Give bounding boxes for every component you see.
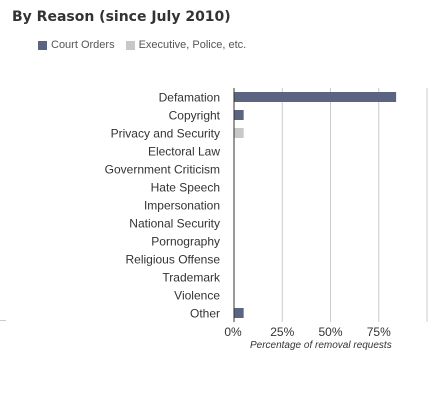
category-label: Violence [174, 289, 220, 303]
category-label: Privacy and Security [111, 127, 220, 141]
category-label: Copyright [169, 109, 221, 123]
category-label: Electoral Law [148, 145, 220, 159]
category-label: Defamation [159, 91, 220, 105]
bar [234, 110, 244, 120]
chart-title: By Reason (since July 2010) [12, 9, 231, 25]
category-label: Impersonation [144, 199, 220, 213]
legend: Court Orders Executive, Police, etc. [38, 39, 257, 51]
category-label: Other [190, 307, 220, 321]
x-tick-label: 75% [367, 325, 391, 339]
x-tick-label: 25% [270, 325, 294, 339]
legend-swatch-executive [125, 40, 135, 50]
legend-label-court-orders: Court Orders [51, 39, 115, 51]
category-label: Hate Speech [151, 181, 220, 195]
bar [234, 308, 244, 318]
legend-item-court-orders: Court Orders [38, 39, 115, 51]
category-label: Trademark [162, 271, 221, 285]
edge-divider [0, 320, 6, 321]
category-label: National Security [129, 217, 220, 231]
category-label: Government Criticism [105, 163, 220, 177]
legend-item-executive: Executive, Police, etc. [125, 39, 247, 51]
category-label: Pornography [151, 235, 220, 249]
category-label: Religious Offense [126, 253, 221, 267]
x-tick-label: 50% [318, 325, 342, 339]
legend-label-executive: Executive, Police, etc. [138, 39, 247, 51]
x-axis-label: Percentage of removal requests [250, 340, 392, 351]
bar [234, 92, 397, 102]
bar [234, 128, 244, 138]
legend-swatch-court-orders [38, 40, 47, 50]
x-tick-label: 0% [224, 325, 242, 339]
